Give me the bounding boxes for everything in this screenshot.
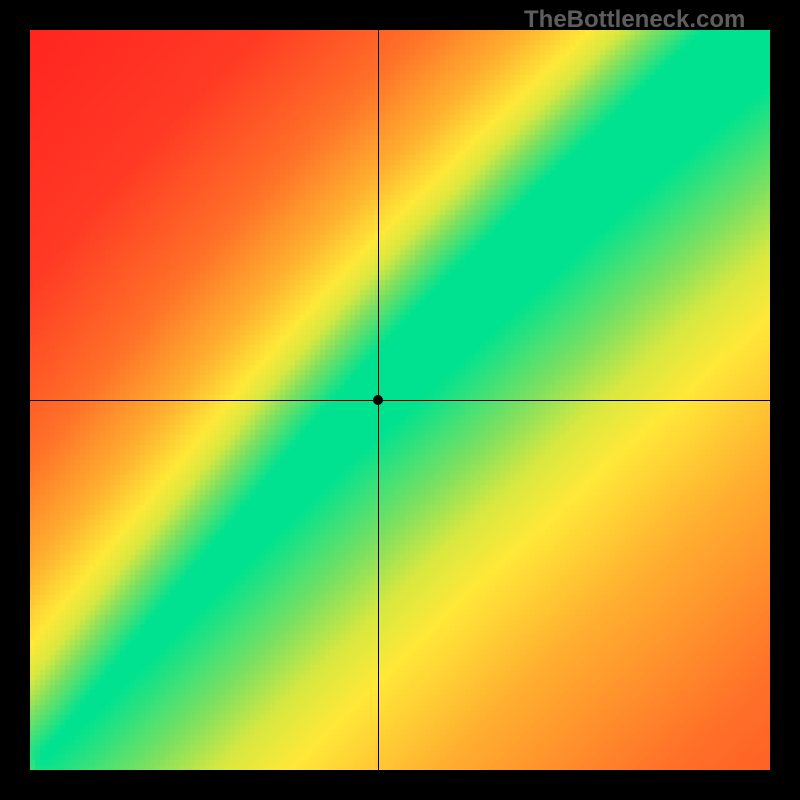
chart-container: TheBottleneck.com — [0, 0, 800, 800]
watermark-label: TheBottleneck.com — [524, 6, 745, 34]
crosshair-horizontal — [30, 400, 770, 401]
crosshair-marker — [373, 395, 383, 405]
